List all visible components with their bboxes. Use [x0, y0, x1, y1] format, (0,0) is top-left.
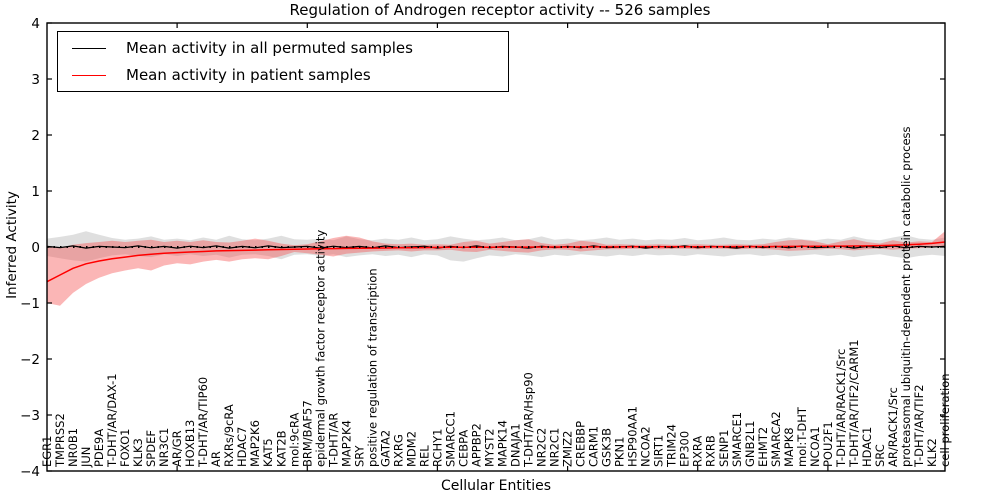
svg-text:AR/GR: AR/GR [170, 430, 184, 467]
svg-text:proteasomal ubiquitin-dependen: proteasomal ubiquitin-dependent protein … [899, 126, 913, 467]
svg-text:1: 1 [31, 184, 40, 200]
svg-text:mol:T-DHT: mol:T-DHT [795, 406, 809, 467]
svg-text:ZMIZ2: ZMIZ2 [561, 431, 575, 467]
svg-text:PKN1: PKN1 [613, 437, 627, 467]
svg-text:AR: AR [209, 451, 223, 467]
legend-label-permuted: Mean activity in all permuted samples [126, 39, 413, 57]
svg-text:NR0B1: NR0B1 [66, 428, 80, 467]
svg-text:POU2F1: POU2F1 [821, 421, 835, 467]
svg-text:DNAJA1: DNAJA1 [509, 423, 523, 467]
svg-text:HOXB13: HOXB13 [183, 420, 197, 467]
svg-text:BRM/BAF57: BRM/BAF57 [300, 400, 314, 467]
svg-text:SENP1: SENP1 [717, 430, 731, 467]
svg-text:HDAC1: HDAC1 [860, 427, 874, 467]
svg-text:T-DHT/AR/TIP60: T-DHT/AR/TIP60 [196, 377, 210, 468]
x-axis-label: Cellular Entities [440, 478, 552, 494]
svg-text:GNB2L1: GNB2L1 [743, 421, 757, 467]
svg-text:4: 4 [31, 16, 40, 32]
svg-text:KLK3: KLK3 [131, 438, 145, 467]
svg-text:−2: −2 [20, 352, 40, 368]
svg-text:3: 3 [31, 72, 40, 88]
category-labels: EGR1 TMPRSS2 NR0B1 JUN PDE9A T-DHT/AR/DAX-1 FO… [40, 126, 952, 468]
svg-text:HSP90AA1: HSP90AA1 [626, 406, 640, 467]
svg-text:−1: −1 [20, 296, 40, 312]
svg-text:CEBPA: CEBPA [457, 430, 471, 467]
svg-text:SPDEF: SPDEF [144, 430, 158, 467]
svg-text:SIRT1: SIRT1 [652, 435, 666, 467]
svg-text:MAP2K6: MAP2K6 [248, 420, 262, 467]
svg-text:T-DHT/AR/TIF2: T-DHT/AR/TIF2 [912, 384, 926, 468]
svg-text:SMARCA2: SMARCA2 [769, 411, 783, 467]
svg-text:RCHY1: RCHY1 [430, 429, 444, 467]
svg-text:GSK3B: GSK3B [600, 428, 614, 467]
svg-text:MAP2K4: MAP2K4 [339, 420, 353, 467]
svg-text:mol:9cRA: mol:9cRA [287, 413, 301, 467]
svg-text:REL: REL [417, 445, 431, 467]
legend-label-patient: Mean activity in patient samples [126, 66, 371, 84]
chart-title: Regulation of Androgen receptor activity… [289, 1, 711, 19]
legend-line-sample-patient [72, 74, 106, 76]
y-axis-ticks: −4 −3 −2 −1 0 1 2 3 4 [20, 16, 945, 480]
legend-line-sample-permuted [72, 47, 106, 49]
svg-text:2: 2 [31, 128, 40, 144]
svg-text:RXRs/9cRA: RXRs/9cRA [222, 404, 236, 467]
svg-text:APPBP2: APPBP2 [470, 423, 484, 467]
svg-text:TRIM24: TRIM24 [665, 424, 679, 468]
legend-item-permuted: Mean activity in all permuted samples [72, 35, 508, 61]
svg-text:NCOA2: NCOA2 [639, 426, 653, 467]
svg-text:MDM2: MDM2 [404, 431, 418, 467]
legend: Mean activity in all permuted samples Me… [57, 31, 509, 92]
svg-text:TMPRSS2: TMPRSS2 [53, 413, 67, 468]
svg-text:RXRB: RXRB [704, 435, 718, 467]
svg-text:NCOA1: NCOA1 [808, 426, 822, 467]
svg-text:KAT2B: KAT2B [274, 430, 288, 467]
svg-text:positive regulation of transcr: positive regulation of transcription [365, 268, 379, 467]
svg-text:−3: −3 [20, 408, 40, 424]
svg-text:0: 0 [31, 240, 40, 256]
svg-text:NR2C2: NR2C2 [535, 428, 549, 467]
svg-text:HDAC7: HDAC7 [235, 427, 249, 467]
svg-text:KAT5: KAT5 [261, 438, 275, 467]
svg-text:FOXO1: FOXO1 [118, 429, 132, 467]
svg-text:MYST2: MYST2 [483, 428, 497, 467]
svg-text:RXRG: RXRG [391, 434, 405, 467]
svg-text:epidermal growth factor recept: epidermal growth factor receptor activit… [313, 230, 327, 467]
svg-text:RXRA: RXRA [691, 436, 705, 467]
svg-text:SRY: SRY [352, 444, 366, 467]
svg-text:SMARCE1: SMARCE1 [730, 412, 744, 467]
svg-text:MAPK8: MAPK8 [782, 427, 796, 467]
svg-text:EHMT2: EHMT2 [756, 427, 770, 467]
svg-text:T-DHT/AR/RACK1/Src: T-DHT/AR/RACK1/Src [834, 349, 848, 468]
plot-frame [46, 22, 946, 472]
svg-text:T-DHT/AR/Hsp90: T-DHT/AR/Hsp90 [522, 372, 536, 468]
svg-text:CREBBP: CREBBP [574, 421, 588, 467]
svg-text:T-DHT/AR: T-DHT/AR [326, 413, 340, 468]
svg-text:SMARCC1: SMARCC1 [443, 411, 457, 467]
svg-text:T-DHT/AR/TIF2/CARM1: T-DHT/AR/TIF2/CARM1 [847, 339, 861, 468]
svg-text:JUN: JUN [79, 447, 93, 468]
svg-text:PDE9A: PDE9A [92, 429, 106, 467]
svg-text:EP300: EP300 [678, 431, 692, 467]
svg-text:NR3C1: NR3C1 [157, 428, 171, 467]
svg-text:MAPK14: MAPK14 [496, 420, 510, 467]
svg-text:AR/RACK1/Src: AR/RACK1/Src [886, 387, 900, 467]
svg-text:KLK2: KLK2 [925, 438, 939, 467]
y-axis-label: Inferred Activity [4, 191, 20, 299]
svg-text:GATA2: GATA2 [378, 430, 392, 467]
svg-text:CARM1: CARM1 [587, 426, 601, 467]
legend-item-patient: Mean activity in patient samples [72, 62, 508, 88]
svg-text:T-DHT/AR/DAX-1: T-DHT/AR/DAX-1 [105, 373, 119, 468]
svg-text:NR2C1: NR2C1 [548, 428, 562, 467]
svg-text:SRC: SRC [873, 444, 887, 467]
x-axis-ticks [176, 23, 829, 471]
svg-text:−4: −4 [20, 464, 40, 480]
